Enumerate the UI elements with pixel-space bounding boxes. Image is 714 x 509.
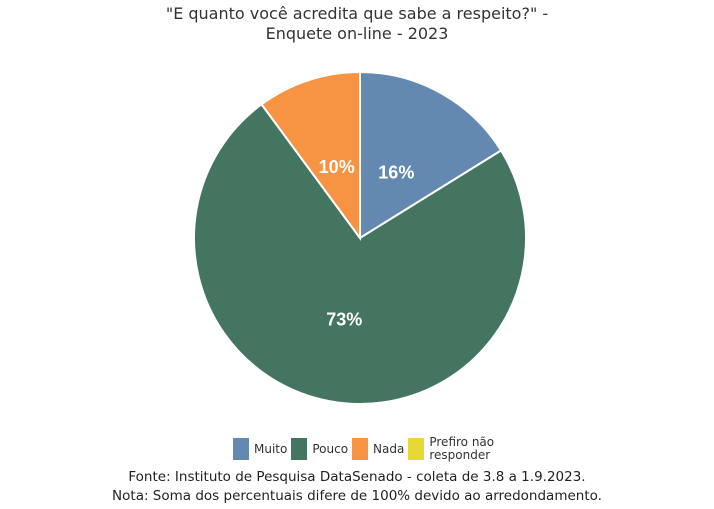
legend: Muito Pouco Nada Prefiro não responder [233, 436, 503, 462]
legend-label-muito: Muito [254, 441, 288, 456]
legend-item-nada[interactable]: Nada [352, 438, 404, 460]
legend-label-prefiro-nao-responder: Prefiro não responder [429, 435, 495, 462]
pie-slice-muito[interactable] [359, 70, 503, 240]
legend-swatch-muito [233, 438, 249, 460]
data-label: 10% [319, 157, 355, 177]
legend-swatch-pouco [291, 438, 308, 460]
legend-swatch-nada [352, 438, 369, 460]
legend-swatch-prefiro-nao-responder [408, 438, 425, 460]
legend-item-prefiro-nao-responder[interactable]: Prefiro não responder [408, 436, 499, 462]
pie-slice-nada[interactable] [260, 70, 361, 242]
chart-title-line-1: "E quanto você acredita que sabe a respe… [165, 4, 549, 23]
legend-label-nada: Nada [373, 441, 405, 456]
chart-title: "E quanto você acredita que sabe a respe… [0, 4, 714, 44]
legend-item-pouco[interactable]: Pouco [291, 438, 348, 460]
pie-labels: 16% 73% 10% [319, 157, 415, 329]
pie-slice-pouco[interactable] [193, 102, 527, 405]
chart-notes: Fonte: Instituto de Pesquisa DataSenado … [0, 468, 714, 506]
pie-chart: 16% 73% 10% [193, 70, 527, 405]
data-label: 16% [378, 163, 414, 183]
legend-label-pouco: Pouco [312, 441, 349, 456]
pie-slices [193, 70, 527, 405]
chart-title-line-2: Enquete on-line - 2023 [265, 24, 449, 43]
legend-item-muito[interactable]: Muito [233, 438, 287, 460]
data-label: 73% [326, 310, 362, 330]
rounding-note: Nota: Soma dos percentuais difere de 100… [112, 488, 602, 504]
source-note: Fonte: Instituto de Pesquisa DataSenado … [128, 469, 586, 485]
